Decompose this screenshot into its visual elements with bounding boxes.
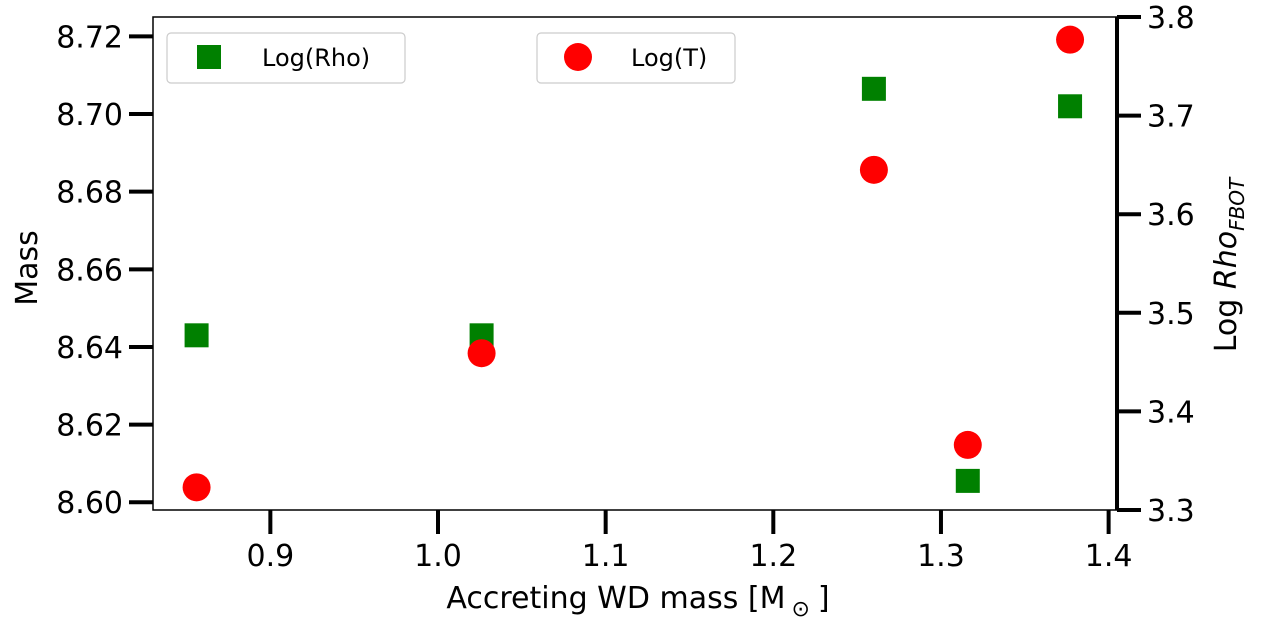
left-y-tick-label: 8.68	[56, 176, 123, 211]
left-y-tick-label: 8.72	[56, 20, 123, 55]
legend-label-rho: Log(Rho)	[262, 44, 370, 72]
rho-square-point	[184, 323, 209, 348]
legend-label-t: Log(T)	[631, 44, 707, 72]
x-tick-label: 1.4	[1085, 539, 1133, 574]
x-axis-label: Accreting WD mass [M ⊙]	[446, 581, 829, 621]
left-y-tick-label: 8.64	[56, 331, 123, 366]
rho-square-point	[955, 468, 980, 493]
legend-marker-rho	[197, 45, 221, 69]
left-y-tick-label: 8.62	[56, 409, 123, 444]
rho-square-point	[1058, 94, 1083, 119]
right-y-tick-label: 3.6	[1147, 198, 1195, 233]
legend-marker-t	[564, 43, 592, 71]
legend: Log(Rho) Log(T)	[166, 32, 736, 84]
x-axis-ticks: 0.9 1.0 1.1 1.2 1.3 1.4	[246, 510, 1132, 574]
x-tick-label: 1.1	[582, 539, 630, 574]
x-tick-label: 0.9	[246, 539, 294, 574]
left-y-axis-ticks: 8.60 8.62 8.64 8.66 8.68 8.70 8.72	[56, 20, 153, 521]
right-y-tick-label: 3.8	[1147, 1, 1195, 36]
right-y-axis-label: Log RhoFBOT	[1209, 176, 1249, 352]
left-y-tick-label: 8.60	[56, 486, 123, 521]
t-circle-point	[859, 155, 888, 184]
right-y-tick-label: 3.7	[1147, 100, 1195, 135]
data-points	[182, 25, 1085, 502]
legend-box-rho	[166, 32, 406, 84]
x-tick-label: 1.2	[749, 539, 797, 574]
right-y-tick-label: 3.4	[1147, 395, 1195, 430]
left-y-tick-label: 8.70	[56, 98, 123, 133]
x-tick-label: 1.3	[917, 539, 965, 574]
t-circle-point	[467, 339, 496, 368]
right-y-axis-ticks: 3.3 3.4 3.5 3.6 3.7 3.8	[1117, 1, 1195, 529]
legend-box-t	[536, 32, 736, 84]
x-tick-label: 1.0	[414, 539, 462, 574]
right-y-tick-label: 3.5	[1147, 297, 1195, 332]
solar-symbol: ⊙	[791, 597, 809, 621]
rho-square-point	[861, 76, 886, 101]
right-y-tick-label: 3.3	[1147, 494, 1195, 529]
left-y-axis-label: Mass	[10, 230, 45, 306]
t-circle-point	[1056, 25, 1085, 54]
left-y-tick-label: 8.66	[56, 253, 123, 288]
t-circle-point	[953, 430, 982, 459]
t-circle-point	[182, 473, 211, 502]
